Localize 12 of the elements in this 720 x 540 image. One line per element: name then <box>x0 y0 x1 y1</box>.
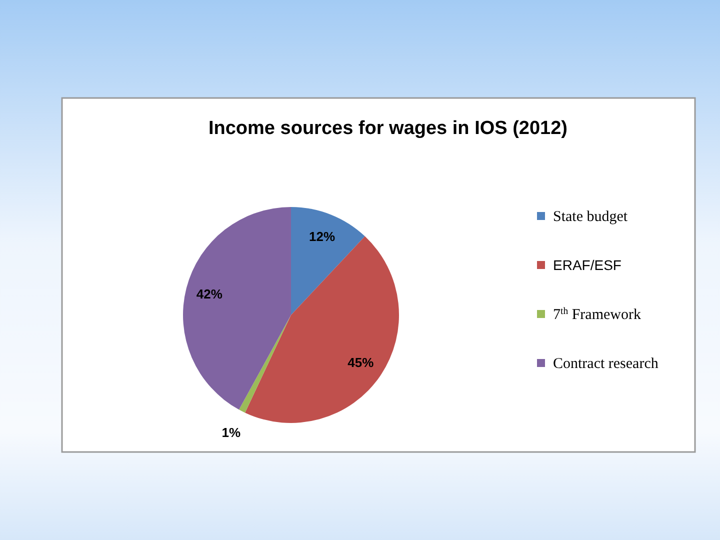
pie-slice <box>238 315 291 413</box>
data-label: 12% <box>308 229 336 244</box>
chart-title: Income sources for wages in IOS (2012) <box>208 118 568 139</box>
legend-label: 7$^{th}$ Framework <box>553 306 642 323</box>
pie-slice <box>183 207 291 410</box>
data-label: 1% <box>222 424 242 440</box>
pie-slice <box>291 207 365 315</box>
legend-label: State budget <box>553 209 628 225</box>
data-label: 42% <box>196 286 223 302</box>
data-label: 45% <box>348 354 374 370</box>
legend-label: Contract research <box>553 356 659 372</box>
legend-label: ERAF/ESF <box>553 257 622 273</box>
